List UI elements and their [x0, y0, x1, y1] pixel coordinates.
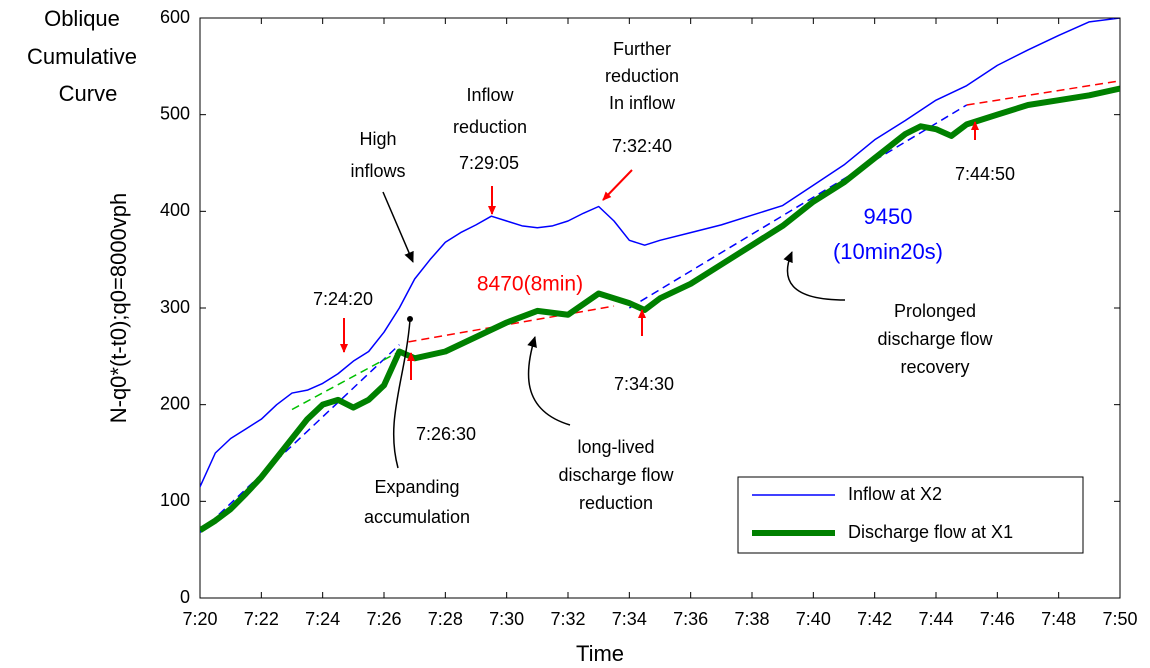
arrow — [783, 251, 846, 301]
annotation: 8470(8min) — [477, 273, 583, 296]
x-tick-label: 7:42 — [857, 609, 892, 629]
x-tick-label: 7:30 — [489, 609, 524, 629]
y-tick-label: 600 — [160, 7, 190, 27]
annotation: discharge flow — [558, 465, 674, 485]
annotation: accumulation — [364, 507, 470, 527]
annotation: 7:44:50 — [955, 164, 1015, 184]
annotation: inflows — [350, 161, 405, 181]
reference-line — [291, 350, 400, 411]
y-tick-label: 0 — [180, 587, 190, 607]
reference-line — [200, 344, 400, 533]
x-tick-label: 7:38 — [734, 609, 769, 629]
annotation: Further — [613, 39, 671, 59]
annotation: (10min20s) — [833, 239, 943, 264]
y-tick-label: 100 — [160, 490, 190, 510]
arrow — [527, 336, 571, 426]
x-tick-label: 7:48 — [1041, 609, 1076, 629]
y-tick-label: 200 — [160, 393, 190, 413]
series-line — [200, 85, 1120, 533]
x-tick-label: 7:20 — [182, 609, 217, 629]
annotation: 7:32:40 — [612, 136, 672, 156]
chart-title: Cumulative — [27, 44, 137, 69]
arrow-dot — [407, 316, 413, 322]
x-tick-label: 7:50 — [1102, 609, 1137, 629]
plot-layer — [200, 18, 1120, 533]
annotation: recovery — [900, 357, 969, 377]
x-tick-label: 7:26 — [366, 609, 401, 629]
reference-line — [628, 104, 968, 309]
arrows — [340, 121, 979, 469]
annotation: long-lived — [577, 437, 654, 457]
annotation: 7:29:05 — [459, 153, 519, 173]
annotation: reduction — [579, 493, 653, 513]
x-tick-label: 7:22 — [244, 609, 279, 629]
annotation: reduction — [453, 117, 527, 137]
legend-box — [737, 476, 1084, 554]
annotation: discharge flow — [877, 329, 993, 349]
x-tick-label: 7:36 — [673, 609, 708, 629]
annotation: reduction — [605, 66, 679, 86]
x-tick-label: 7:24 — [305, 609, 340, 629]
annotation: High — [359, 129, 396, 149]
x-tick-label: 7:44 — [918, 609, 953, 629]
chart-title: Curve — [59, 81, 118, 106]
series-line — [200, 18, 1120, 488]
y-tick-label: 300 — [160, 297, 190, 317]
x-axis-label: Time — [576, 641, 624, 666]
annotation: 7:26:30 — [416, 424, 476, 444]
y-tick-label: 400 — [160, 200, 190, 220]
x-tick-label: 7:34 — [612, 609, 647, 629]
arrow — [382, 191, 414, 263]
x-tick-label: 7:28 — [428, 609, 463, 629]
annotation: Expanding — [374, 477, 459, 497]
x-tick-label: 7:32 — [550, 609, 585, 629]
legend-label: Discharge flow at X1 — [848, 522, 1013, 542]
arrow — [392, 319, 411, 469]
x-tick-label: 7:40 — [796, 609, 831, 629]
annotation: Prolonged — [894, 301, 976, 321]
annotation: 9450 — [864, 204, 913, 229]
y-tick-label: 500 — [160, 103, 190, 123]
chart-title: Oblique — [44, 6, 120, 31]
annotation: Inflow — [466, 85, 514, 105]
y-axis-label: N-q0*(t-t0);q0=8000vph — [106, 193, 131, 424]
annotation: 7:24:20 — [313, 289, 373, 309]
arrow — [602, 169, 633, 201]
annotation: In inflow — [609, 93, 676, 113]
x-tick-label: 7:46 — [980, 609, 1015, 629]
annotation: 7:34:30 — [614, 374, 674, 394]
legend-label: Inflow at X2 — [848, 484, 942, 504]
